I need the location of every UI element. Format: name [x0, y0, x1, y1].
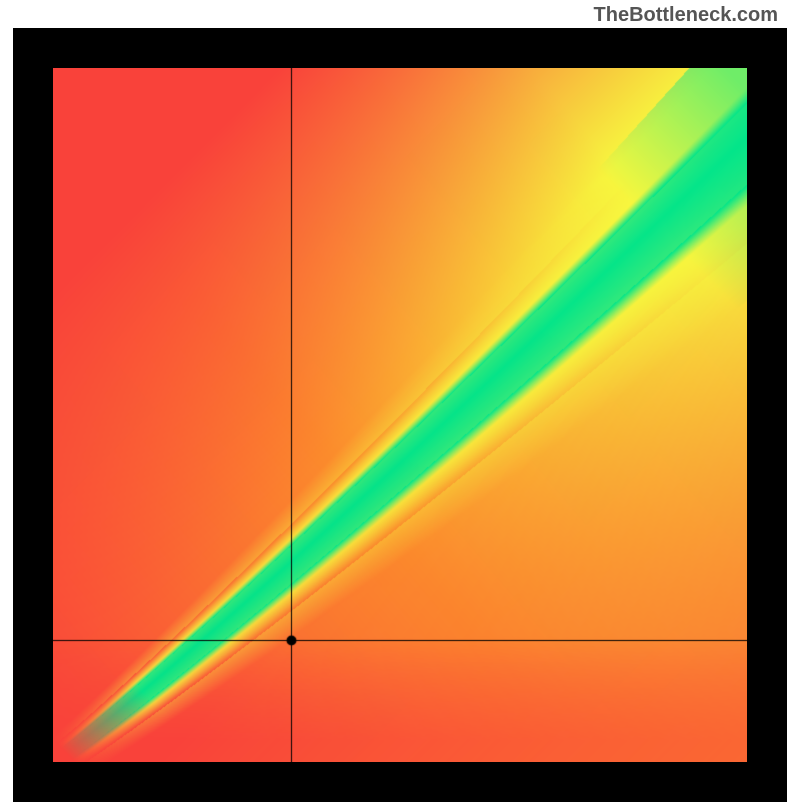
watermark-text: TheBottleneck.com — [594, 4, 778, 27]
crosshair-overlay — [53, 68, 747, 762]
